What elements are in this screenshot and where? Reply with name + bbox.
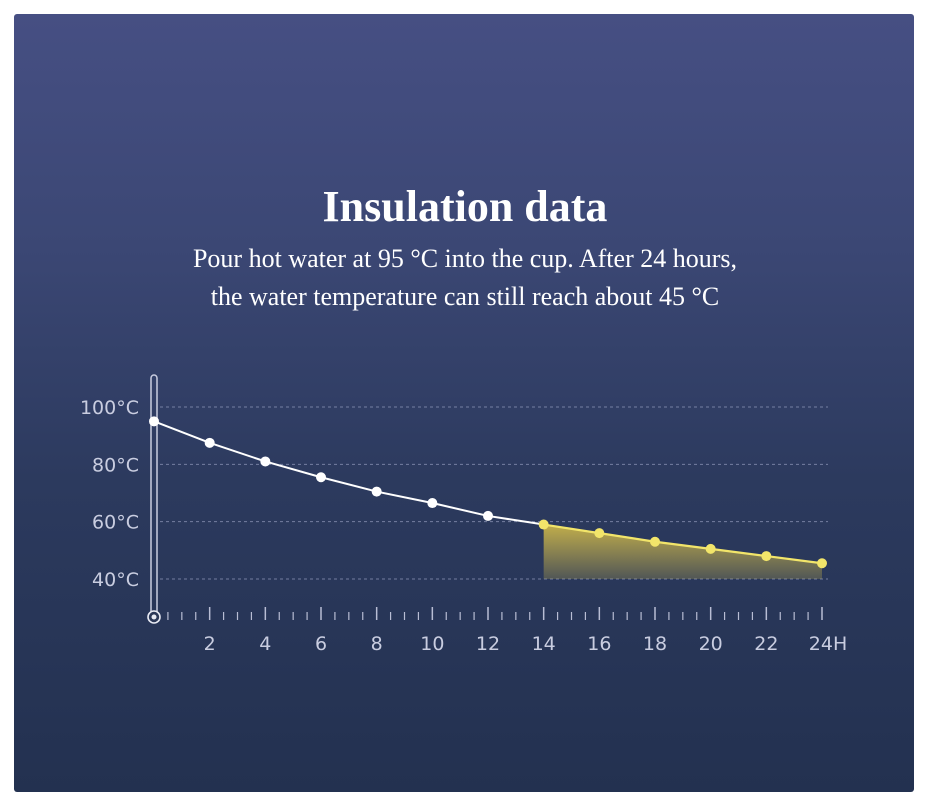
x-tick-label: 4 <box>259 633 271 655</box>
series-line-highlight <box>543 523 823 565</box>
x-tick-label: 2 <box>204 633 216 655</box>
data-point <box>761 551 772 562</box>
data-point <box>483 510 493 521</box>
data-point <box>650 536 660 547</box>
data-point <box>316 472 326 483</box>
data-point <box>149 416 159 427</box>
y-tick-label: 100°C <box>80 397 139 419</box>
axis-origin-dot <box>151 614 157 620</box>
data-point <box>538 519 549 530</box>
x-tick-label: 18 <box>643 633 667 655</box>
data-point <box>371 486 382 497</box>
y-tick-label: 40°C <box>92 569 139 591</box>
data-point <box>705 543 716 554</box>
x-tick-label: 22 <box>754 633 778 655</box>
data-point <box>427 498 438 509</box>
background-panel <box>14 14 914 792</box>
x-tick-label: 6 <box>315 633 327 655</box>
y-tick-label: 60°C <box>92 512 139 534</box>
subtitle-line-2: the water temperature can still reach ab… <box>210 282 720 311</box>
x-tick-label: 14 <box>532 633 556 655</box>
data-point <box>204 437 215 448</box>
data-point <box>594 528 605 539</box>
y-tick-label: 80°C <box>92 454 139 476</box>
data-point <box>260 456 271 467</box>
series-line-cooling <box>153 420 544 526</box>
x-tick-label: 16 <box>587 633 611 655</box>
page-title: Insulation data <box>322 182 608 231</box>
data-point <box>817 558 827 569</box>
x-tick-label: 8 <box>371 633 383 655</box>
x-tick-label: 24H <box>809 633 847 655</box>
y-axis-bar <box>150 374 158 619</box>
x-tick-label: 10 <box>420 633 444 655</box>
x-tick-label: 12 <box>476 633 500 655</box>
highlight-area <box>543 524 822 579</box>
x-tick-label: 20 <box>699 633 723 655</box>
subtitle-line-1: Pour hot water at 95 °C into the cup. Af… <box>192 244 738 273</box>
